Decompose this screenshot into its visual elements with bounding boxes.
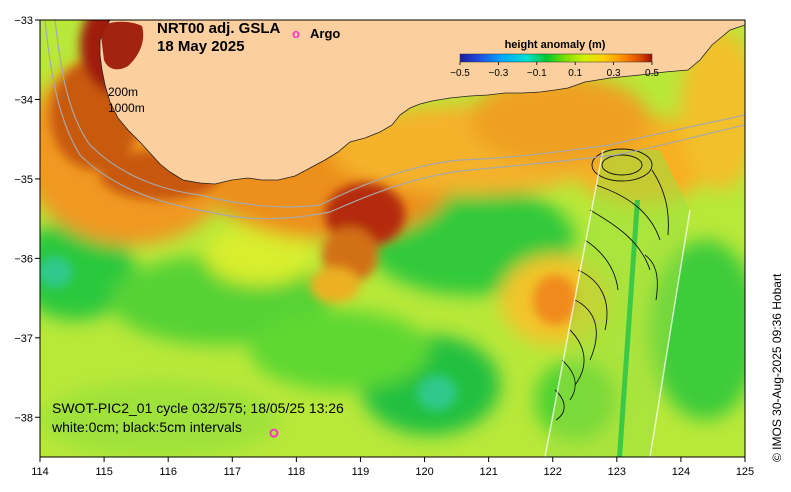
x-tick-label: 121 <box>479 466 497 478</box>
y-tick-label: −37 <box>14 333 33 345</box>
x-tick-label: 125 <box>736 466 754 478</box>
swot-info-line2: white:0cm; black:5cm intervals <box>51 419 242 435</box>
leeuwin-current-core <box>100 21 144 70</box>
y-tick-label: −33 <box>14 15 33 27</box>
colorbar-tick-label: −0.3 <box>489 68 509 79</box>
axis-ticks: 114 115 116 117 118 119 120 121 122 123 124 125 −33 −… <box>14 15 754 478</box>
y-tick-label: −36 <box>14 253 33 265</box>
y-tick-label: −34 <box>14 94 33 106</box>
colorbar-gradient <box>459 53 653 63</box>
argo-float-marker[interactable] <box>269 428 279 438</box>
y-tick-label: −38 <box>14 412 33 424</box>
x-tick-label: 122 <box>544 466 562 478</box>
isobath-1000m <box>44 20 745 220</box>
colorbar-tick-label: 0.5 <box>645 68 659 79</box>
colorbar: height anomaly (m) −0.5 −0.3 −0.1 0.1 0.3 0.5 <box>450 39 659 79</box>
colorbar-tick-label: −0.1 <box>527 68 547 79</box>
map-date: 18 May 2025 <box>157 38 245 55</box>
plot-frame <box>39 19 746 458</box>
colorbar-tick-label: −0.5 <box>450 68 470 79</box>
x-tick-label: 120 <box>415 466 433 478</box>
colorbar-ticks: −0.5 −0.3 −0.1 0.1 0.3 0.5 <box>450 62 659 79</box>
x-tick-label: 118 <box>288 466 306 478</box>
x-tick-label: 115 <box>95 466 113 478</box>
isobath-200m-label: 200m <box>108 85 138 99</box>
colorbar-tick-label: 0.3 <box>607 68 621 79</box>
isobath-200m <box>54 20 745 208</box>
x-tick-label: 123 <box>608 466 626 478</box>
swot-info-line1: SWOT-PIC2_01 cycle 032/575; 18/05/25 13:… <box>52 400 344 416</box>
map-title: NRT00 adj. GSLA <box>157 20 281 37</box>
colorbar-title: height anomaly (m) <box>505 39 606 51</box>
argo-legend-symbol: o <box>292 26 300 41</box>
x-tick-label: 119 <box>352 466 370 478</box>
credit-text: © IMOS 30-Aug-2025 09:36 Hobart <box>770 273 784 462</box>
x-tick-label: 117 <box>223 466 241 478</box>
x-tick-label: 124 <box>672 466 690 478</box>
x-tick-label: 116 <box>159 466 177 478</box>
x-tick-label: 114 <box>31 466 49 478</box>
y-tick-label: −35 <box>14 174 33 186</box>
argo-legend-label: Argo <box>310 26 340 41</box>
colorbar-tick-label: 0.1 <box>568 68 582 79</box>
swot-swath <box>544 148 691 457</box>
isobaths <box>44 20 745 220</box>
isobath-1000m-label: 1000m <box>108 101 145 115</box>
